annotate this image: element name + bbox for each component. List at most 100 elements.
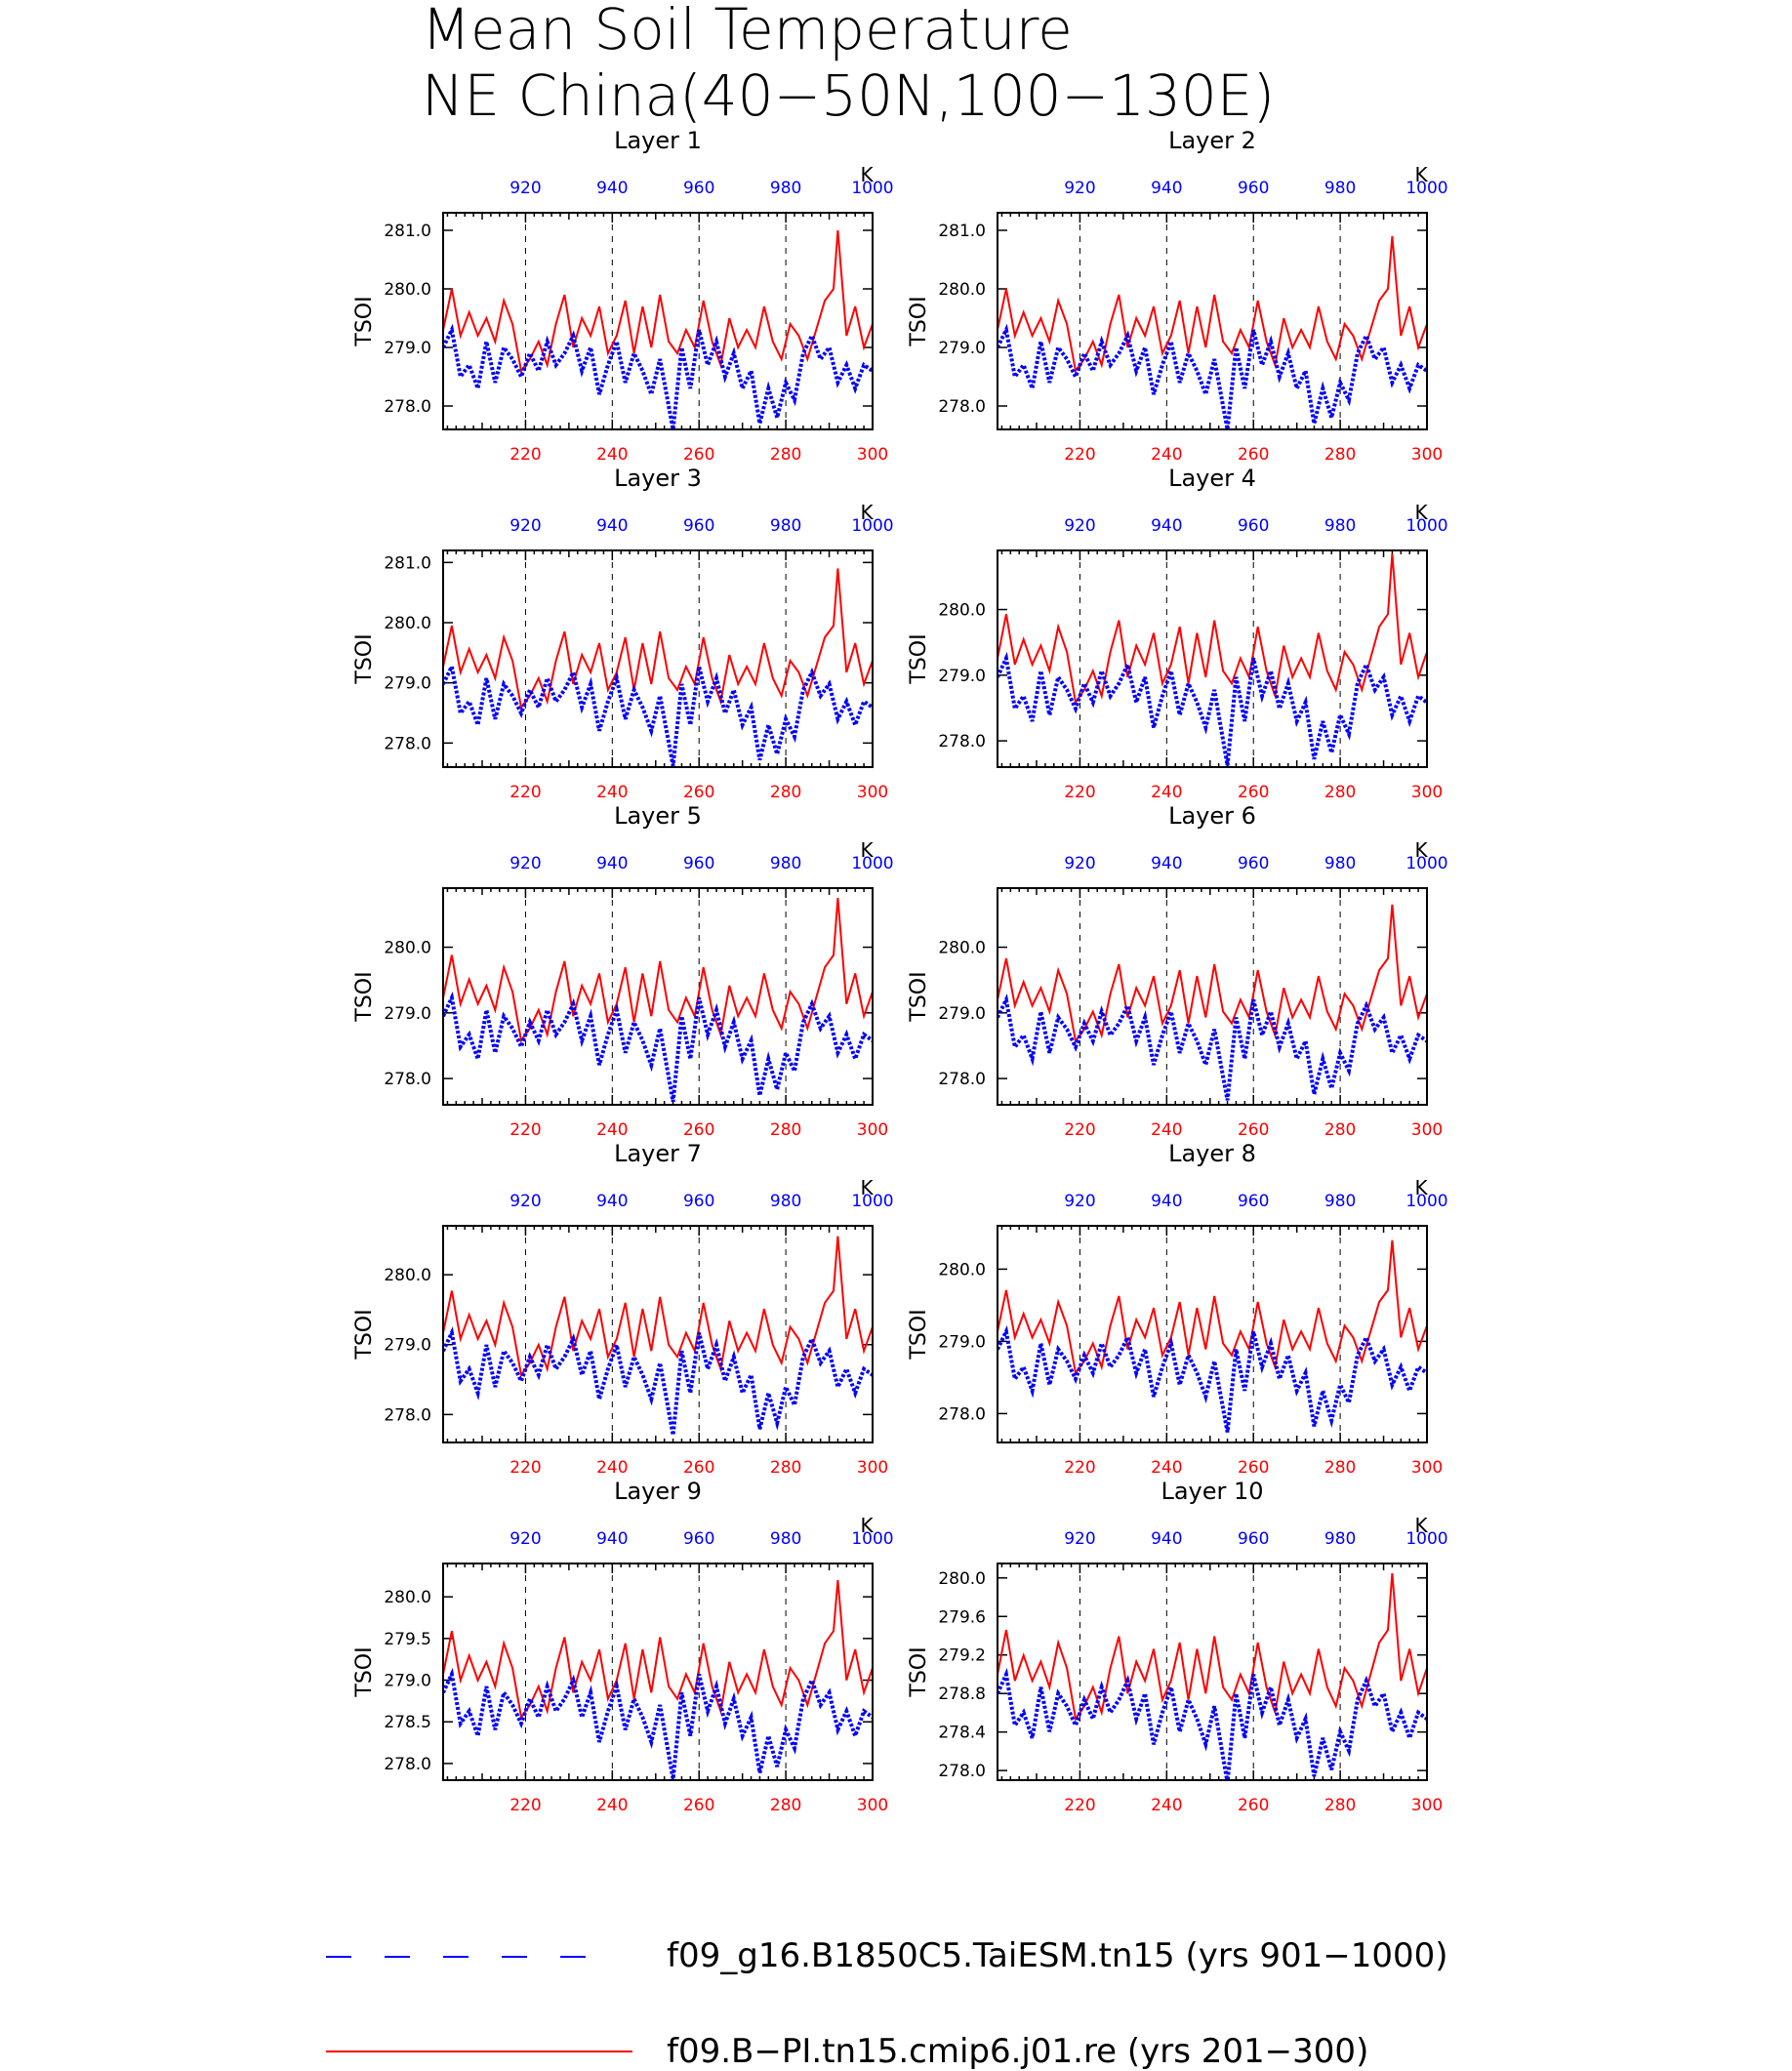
top-axis-unit-label: K <box>1414 501 1428 524</box>
top-tick-label: 960 <box>1238 1192 1269 1211</box>
bottom-tick-label: 260 <box>1238 445 1269 465</box>
top-tick-label: 920 <box>509 1192 541 1211</box>
y-tick-label: 279.6 <box>938 1607 986 1627</box>
top-tick-label: 1000 <box>851 516 893 536</box>
series-line-red <box>998 904 1427 1044</box>
panel-layer-7: Layer 7 K 220 240 260 280 300 920 940 960 980 1000 2… <box>352 1140 894 1478</box>
y-tick-label: 279.5 <box>384 1630 431 1649</box>
plot-frame <box>997 887 1428 1106</box>
y-axis-label: TSOI <box>352 971 377 1022</box>
y-axis-label: TSOI <box>907 971 931 1022</box>
series-line-blue <box>443 1326 873 1436</box>
series-line-blue <box>998 1324 1427 1433</box>
plot-frame <box>997 1225 1428 1443</box>
top-axis-unit-label: K <box>1414 1514 1428 1537</box>
panel-layer-1: Layer 1 K 220 240 260 280 300 920 940 960 980 1000 2… <box>352 127 894 465</box>
panel-title: Layer 6 <box>1168 802 1256 830</box>
top-tick-label: 920 <box>1064 854 1095 873</box>
panel-title: Layer 9 <box>614 1478 702 1505</box>
y-tick-label: 279.0 <box>938 667 986 686</box>
y-tick-label: 279.0 <box>384 1336 431 1356</box>
bottom-tick-label: 220 <box>509 1796 541 1815</box>
figure-title-line-1: Mean Soil Temperature <box>422 0 1073 62</box>
top-tick-label: 940 <box>596 1192 628 1211</box>
y-tick-label: 281.0 <box>384 553 431 573</box>
legend-label-series-a: f09_g16.B1850C5.TaiESM.tn15 (yrs 901−100… <box>667 1936 1448 1975</box>
y-tick-label: 278.0 <box>384 397 431 417</box>
y-tick-label: 280.0 <box>384 939 431 958</box>
y-tick-label: 280.0 <box>938 939 986 958</box>
panel-title: Layer 5 <box>614 802 702 830</box>
panel-title: Layer 10 <box>1161 1478 1263 1505</box>
y-tick-label: 279.0 <box>384 674 431 694</box>
top-axis-unit-label: K <box>1414 1176 1428 1199</box>
top-tick-label: 1000 <box>851 179 893 198</box>
bottom-tick-label: 280 <box>1324 1796 1356 1815</box>
panel-title: Layer 2 <box>1168 127 1256 154</box>
y-tick-label: 278.5 <box>384 1713 431 1732</box>
bottom-tick-label: 220 <box>1064 783 1095 802</box>
top-tick-label: 980 <box>1324 1529 1356 1549</box>
y-tick-label: 278.0 <box>384 1405 431 1425</box>
bottom-tick-label: 300 <box>1411 1458 1443 1478</box>
bottom-tick-label: 240 <box>596 1120 628 1140</box>
panel-layer-3: Layer 3 K 220 240 260 280 300 920 940 960 980 1000 2… <box>352 465 894 802</box>
y-tick-label: 278.0 <box>938 1070 986 1089</box>
plot-frame <box>442 549 874 768</box>
bottom-tick-label: 300 <box>857 783 888 802</box>
y-tick-label: 278.0 <box>938 1762 986 1781</box>
top-tick-label: 920 <box>509 854 541 873</box>
y-tick-label: 281.0 <box>938 222 986 241</box>
top-tick-label: 960 <box>1238 854 1269 873</box>
bottom-tick-label: 300 <box>1411 1796 1443 1815</box>
bottom-tick-label: 240 <box>1151 1796 1182 1815</box>
panel-title: Layer 7 <box>614 1140 702 1167</box>
top-tick-label: 1000 <box>1405 1192 1447 1211</box>
bottom-tick-label: 220 <box>509 1458 541 1478</box>
bottom-tick-label: 280 <box>1324 445 1356 465</box>
y-tick-label: 278.0 <box>938 732 986 751</box>
y-tick-label: 278.8 <box>938 1685 986 1704</box>
top-tick-label: 980 <box>770 1529 801 1549</box>
series-line-red <box>998 553 1427 706</box>
bottom-tick-label: 240 <box>1151 1120 1182 1140</box>
top-axis-unit-label: K <box>1414 163 1428 186</box>
series-line-blue <box>998 323 1427 429</box>
panel-layer-2: Layer 2 K 220 240 260 280 300 920 940 960 980 1000 2… <box>907 127 1448 465</box>
bottom-tick-label: 280 <box>770 1796 801 1815</box>
bottom-tick-label: 220 <box>509 783 541 802</box>
panel-title: Layer 4 <box>1168 465 1256 492</box>
series-line-blue <box>998 994 1427 1101</box>
plot-frame <box>442 1563 874 1781</box>
top-axis-unit-label: K <box>860 1514 874 1537</box>
top-tick-label: 920 <box>509 1529 541 1549</box>
top-tick-label: 1000 <box>851 1192 893 1211</box>
bottom-tick-label: 240 <box>596 445 628 465</box>
y-tick-label: 279.0 <box>384 1672 431 1691</box>
bottom-tick-label: 300 <box>857 1458 888 1478</box>
bottom-tick-label: 260 <box>1238 783 1269 802</box>
top-tick-label: 1000 <box>1405 854 1447 873</box>
figure-title-line-2: NE China(40−50N,100−130E) <box>422 62 1275 129</box>
y-tick-label: 281.0 <box>384 222 431 241</box>
bottom-tick-label: 300 <box>857 1120 888 1140</box>
bottom-tick-label: 220 <box>1064 1120 1095 1140</box>
bottom-tick-label: 240 <box>596 1458 628 1478</box>
bottom-tick-label: 260 <box>1238 1458 1269 1478</box>
bottom-tick-label: 280 <box>770 445 801 465</box>
top-tick-label: 940 <box>1151 179 1182 198</box>
top-tick-label: 960 <box>1238 516 1269 536</box>
bottom-tick-label: 240 <box>1151 445 1182 465</box>
top-tick-label: 1000 <box>851 1529 893 1549</box>
legend-label-series-b: f09.B−PI.tn15.cmip6.j01.re (yrs 201−300) <box>667 2032 1368 2071</box>
y-tick-label: 278.0 <box>938 397 986 417</box>
top-tick-label: 920 <box>1064 516 1095 536</box>
y-tick-label: 279.2 <box>938 1646 986 1666</box>
top-axis-unit-label: K <box>1414 838 1428 862</box>
y-axis-label: TSOI <box>907 633 931 684</box>
y-tick-label: 280.0 <box>938 601 986 621</box>
top-tick-label: 980 <box>1324 854 1356 873</box>
panel-title: Layer 1 <box>614 127 702 154</box>
top-tick-label: 940 <box>596 854 628 873</box>
series-line-red <box>998 235 1427 374</box>
